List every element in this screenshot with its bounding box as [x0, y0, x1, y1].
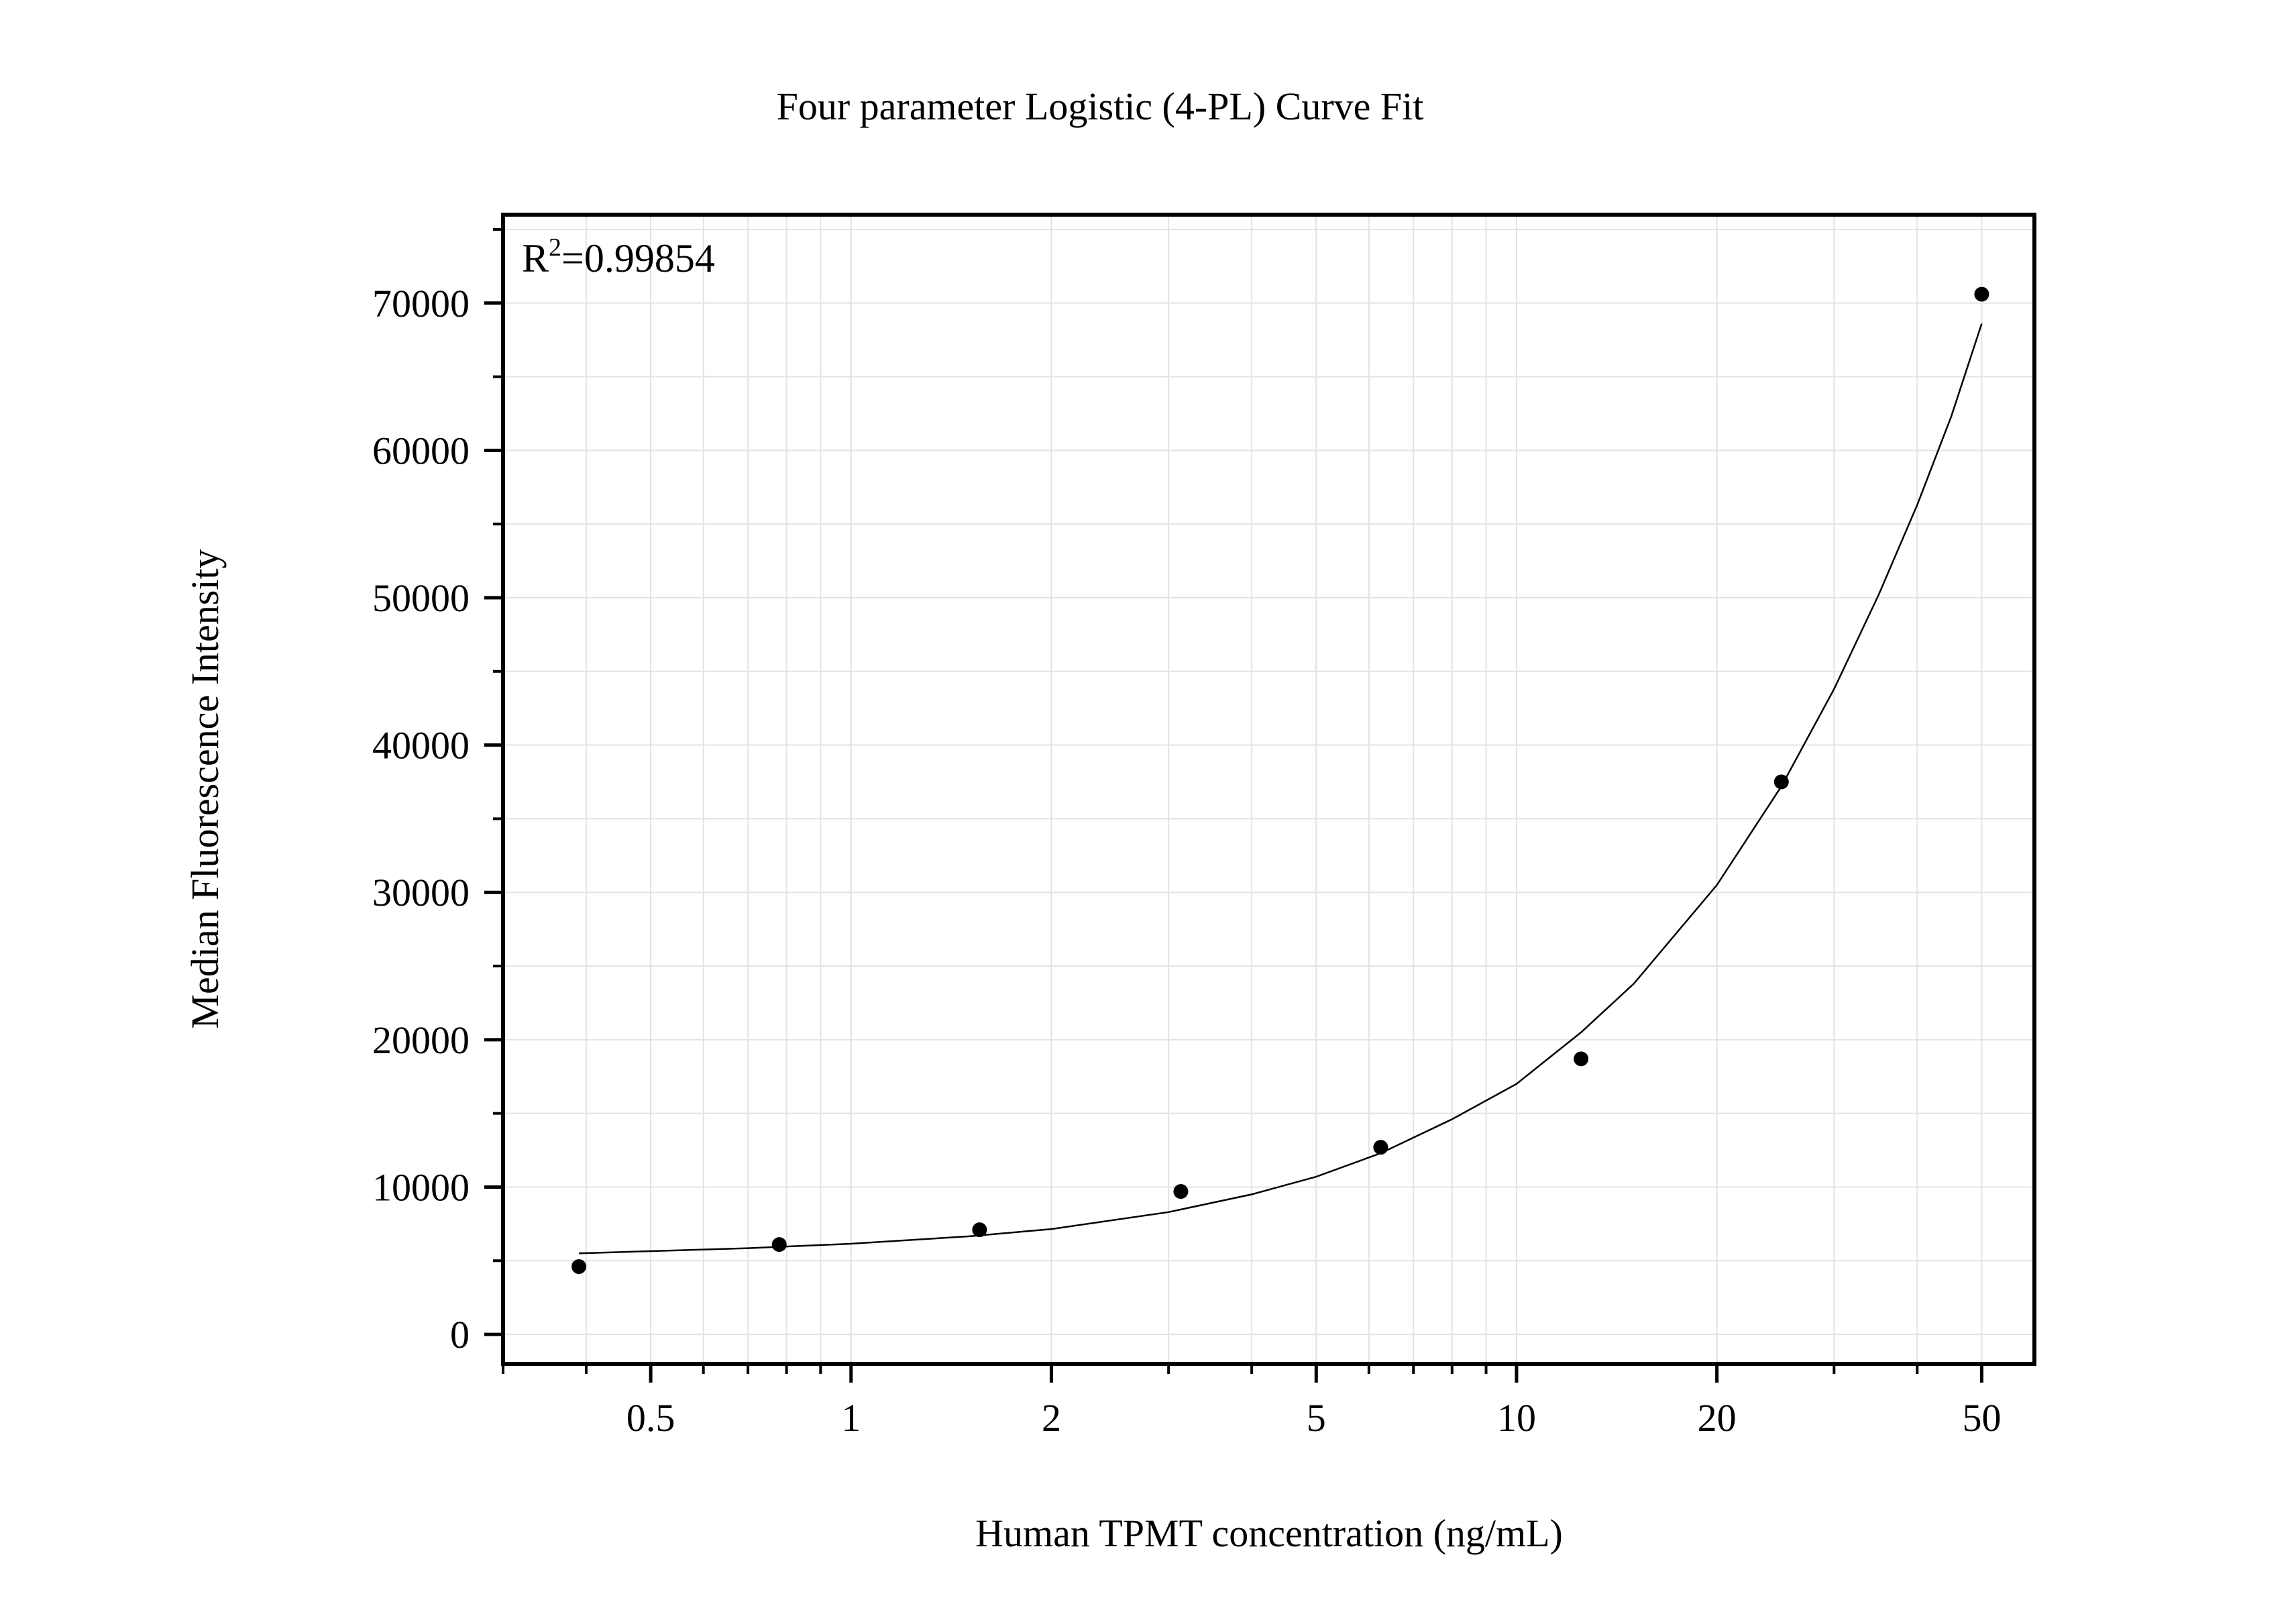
- y-tick-label: 50000: [372, 576, 470, 620]
- x-tick-label: 2: [1042, 1396, 1061, 1440]
- x-tick-label: 1: [841, 1396, 861, 1440]
- data-point: [1574, 1051, 1589, 1067]
- x-tick-label: 20: [1698, 1396, 1737, 1440]
- r-squared-superscript: 2: [549, 233, 561, 262]
- x-tick-label: 0.5: [626, 1396, 675, 1440]
- r-squared-value: =0.99854: [561, 236, 715, 280]
- data-point: [1974, 286, 1989, 302]
- y-tick-label: 60000: [372, 429, 470, 472]
- plot-frame: [501, 213, 2036, 1366]
- x-tick-label: 5: [1307, 1396, 1326, 1440]
- y-tick-label: 30000: [372, 871, 470, 914]
- y-tick-label: 10000: [372, 1165, 470, 1209]
- y-tick-label: 0: [450, 1313, 470, 1356]
- fit-curve: [579, 323, 1983, 1254]
- y-axis-label: Median Fluorescence Intensity: [183, 549, 227, 1028]
- x-axis-label: Human TPMT concentration (ng/mL): [975, 1511, 1563, 1555]
- data-point: [1373, 1140, 1388, 1155]
- y-tick-label: 20000: [372, 1018, 470, 1062]
- y-tick-label: 40000: [372, 724, 470, 767]
- grid: [502, 215, 2034, 1364]
- x-tick-label: 50: [1962, 1396, 2001, 1440]
- data-point: [771, 1237, 787, 1252]
- y-axis: 0 10000 20000 30000 40000 50000 60000 70000: [372, 227, 503, 1356]
- fit-curve-layer: [579, 323, 1983, 1254]
- r-squared-annotation: R2=0.99854: [522, 233, 715, 280]
- data-point: [1773, 774, 1789, 790]
- chart-title: Four parameter Logistic (4-PL) Curve Fit: [777, 85, 1424, 128]
- r-squared-r: R: [522, 236, 549, 280]
- data-point: [1173, 1184, 1189, 1199]
- x-tick-label: 10: [1497, 1396, 1536, 1440]
- data-points-layer: [571, 286, 1989, 1275]
- y-tick-label: 70000: [372, 282, 470, 325]
- x-axis: 0.5 1 2 5 10 20 50: [502, 1364, 2001, 1440]
- data-point: [972, 1222, 987, 1238]
- data-point: [571, 1259, 587, 1275]
